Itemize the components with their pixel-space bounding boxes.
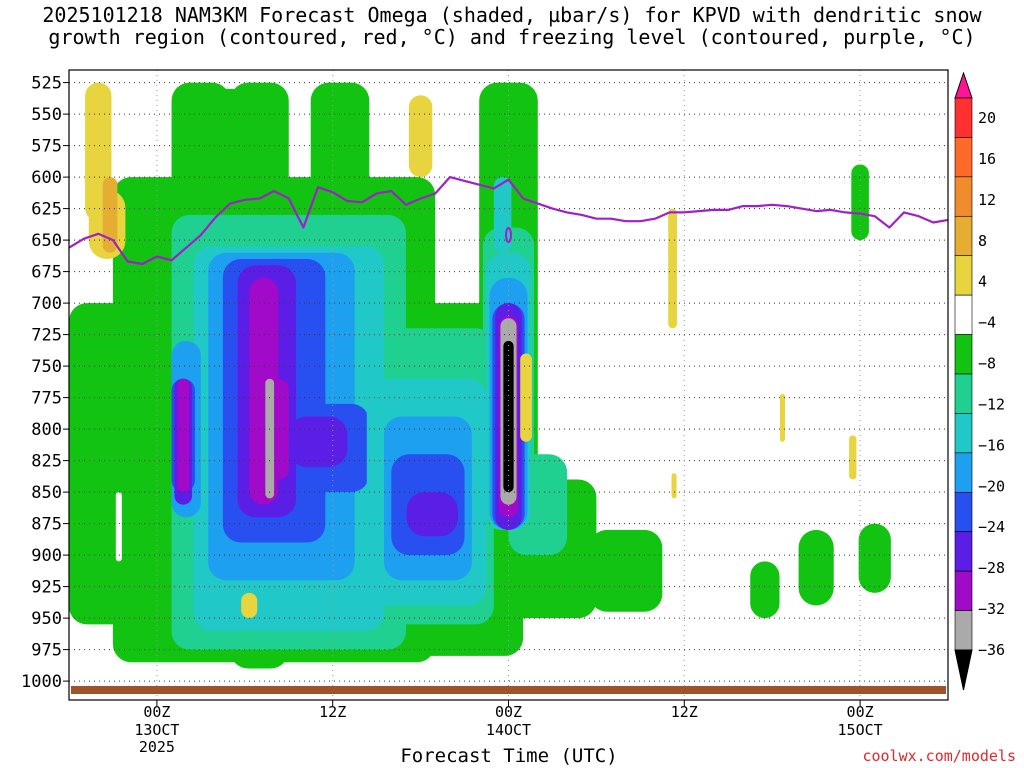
x-tick-date: 13OCT <box>134 721 179 739</box>
freezing-level-line <box>68 176 949 266</box>
x-tick-label: 12Z <box>671 703 698 721</box>
shade-green <box>750 561 780 619</box>
colorbar: 20 16 12 8 4 −4 −8 −12 −16 −20 −24 −28 −32 −36 <box>954 71 1005 691</box>
colorbar-swatch <box>954 176 973 217</box>
shade-orange <box>102 177 118 253</box>
colorbar-swatch <box>954 294 973 335</box>
colorbar-label: −20 <box>978 477 1005 495</box>
colorbar-label: −8 <box>978 355 996 373</box>
x-tick-label: 00Z <box>495 703 522 721</box>
y-axis-ticks: 525 550 575 600 625 650 675 700 725 750 775 800 825 8… <box>21 74 69 692</box>
x-tick-label: 00Z <box>847 703 874 721</box>
x-tick-date: 14OCT <box>486 721 531 739</box>
y-tick-label: 925 <box>31 578 62 598</box>
x-tick-date: 15OCT <box>838 721 883 739</box>
colorbar-label: 20 <box>978 109 996 127</box>
y-tick-label: 575 <box>31 137 62 157</box>
colorbar-swatch <box>954 413 973 454</box>
freezing-level-loop <box>505 227 512 244</box>
colorbar-swatch <box>954 373 973 414</box>
colorbar-label: −36 <box>978 641 1005 659</box>
y-tick-label: 650 <box>31 231 62 251</box>
y-tick-label: 700 <box>31 294 62 314</box>
shade-yellow <box>779 393 785 442</box>
shade-green <box>798 529 834 606</box>
y-tick-label: 800 <box>31 420 62 440</box>
colorbar-swatch <box>954 570 973 611</box>
colorbar-swatch <box>954 97 973 138</box>
colorbar-swatch <box>954 137 973 178</box>
shade-green <box>69 303 143 625</box>
shade-gray <box>265 378 275 499</box>
shade-green <box>858 523 891 593</box>
y-tick-label: 725 <box>31 326 62 346</box>
shade-yellow <box>671 473 677 499</box>
y-tick-label: 825 <box>31 452 62 472</box>
colorbar-swatch <box>954 610 973 651</box>
colorbar-label: −12 <box>978 395 1005 413</box>
y-tick-label: 675 <box>31 263 62 283</box>
shade-magenta <box>177 378 190 493</box>
ground-fill <box>71 686 946 694</box>
colorbar-swatch <box>954 491 973 533</box>
shade-cyan-streak <box>366 328 375 530</box>
colorbar-label: 4 <box>978 273 987 291</box>
colorbar-swatch <box>954 334 973 375</box>
y-tick-label: 1000 <box>21 672 62 692</box>
colorbar-label: 12 <box>978 191 996 209</box>
shade-yellow <box>520 353 532 442</box>
shade-purple <box>406 492 458 537</box>
x-tick-label: 12Z <box>319 703 346 721</box>
y-tick-label: 550 <box>31 105 62 125</box>
y-tick-label: 875 <box>31 515 62 535</box>
colorbar-label: −4 <box>978 314 996 332</box>
y-tick-label: 950 <box>31 609 62 629</box>
shade-green <box>851 164 869 241</box>
shade-yellow <box>408 95 433 178</box>
colorbar-label: −32 <box>978 600 1005 618</box>
colorbar-top-arrow <box>954 71 973 99</box>
y-tick-label: 625 <box>31 200 62 220</box>
shade-purple <box>288 416 348 467</box>
freezing-level-contour <box>68 176 949 266</box>
colorbar-swatch <box>954 452 973 493</box>
x-tick-label: 00Z <box>143 703 170 721</box>
colorbar-label: −16 <box>978 436 1005 454</box>
chart-title: 2025101218 NAM3KM Forecast Omega (shaded… <box>0 4 1024 48</box>
shade-hole <box>115 492 122 562</box>
shade-black <box>503 340 514 493</box>
x-tick-year: 2025 <box>139 738 175 756</box>
y-tick-label: 525 <box>31 74 62 94</box>
colorbar-swatch <box>954 531 973 572</box>
shade-yellow <box>668 208 677 329</box>
x-axis-label: Forecast Time (UTC) <box>400 745 618 767</box>
shade-yellow <box>849 435 857 480</box>
chart-title-line1: 2025101218 NAM3KM Forecast Omega (shaded… <box>42 3 982 27</box>
colorbar-label: 8 <box>978 232 987 250</box>
y-tick-label: 975 <box>31 641 62 661</box>
omega-shading <box>69 82 891 669</box>
colorbar-swatch <box>954 215 973 257</box>
colorbar-label: −28 <box>978 559 1005 577</box>
y-tick-label: 900 <box>31 546 62 566</box>
credit-text: coolwx.com/models <box>862 747 1016 765</box>
y-tick-label: 775 <box>31 389 62 409</box>
colorbar-label: 16 <box>978 150 996 168</box>
shade-green <box>589 529 663 612</box>
colorbar-bottom-arrow <box>954 649 973 691</box>
colorbar-swatch <box>954 255 973 296</box>
chart-title-line2: growth region (contoured, red, °C) and f… <box>48 25 976 49</box>
y-tick-label: 750 <box>31 357 62 377</box>
y-tick-label: 600 <box>31 168 62 188</box>
ground-strip <box>71 686 946 694</box>
shade-yellow <box>241 592 258 619</box>
grid-lines <box>69 70 948 700</box>
colorbar-label: −24 <box>978 518 1005 536</box>
y-tick-label: 850 <box>31 483 62 503</box>
